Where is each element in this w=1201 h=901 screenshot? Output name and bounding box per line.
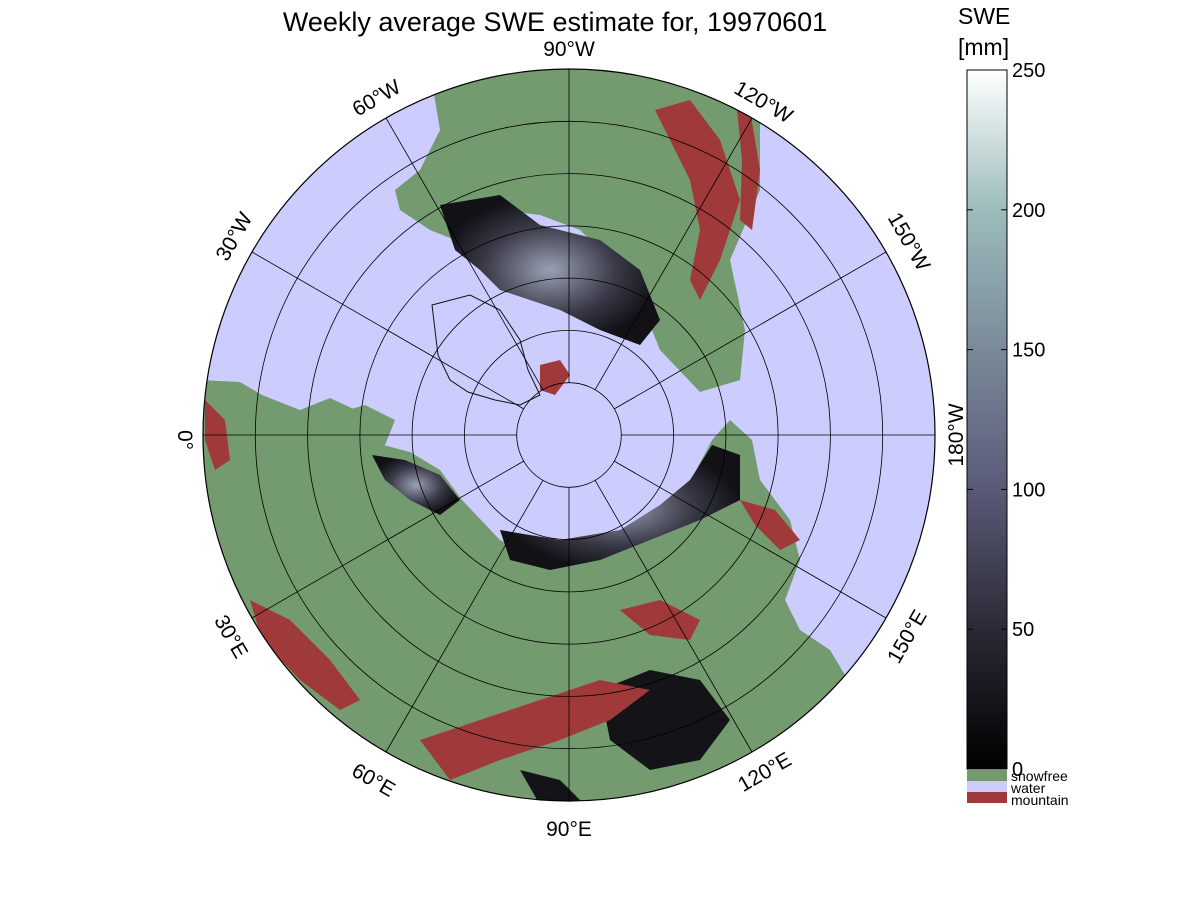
graticule [203, 69, 935, 801]
lon-label-150e: 150°E [883, 606, 932, 667]
chart-title: Weekly average SWE estimate for, 1997060… [283, 7, 827, 37]
mountain-east-asia [740, 500, 800, 550]
lon-label-30e: 30°E [209, 611, 252, 662]
colorbar-tick-label: 200 [1012, 200, 1045, 222]
colorbar-tick-label: 250 [1012, 60, 1045, 82]
meridian-line [614, 251, 887, 410]
lon-label-180w: 180°W [945, 403, 968, 466]
colorbar: SWE [mm] 0 50 100 150 200 250 snowfree water … [958, 3, 1069, 808]
meridian-line [594, 117, 753, 390]
mountain-greenland-tip [540, 360, 570, 395]
snow-canada-north [440, 195, 660, 345]
mountain-rockies [655, 100, 740, 300]
colorbar-unit-line2: [mm] [958, 34, 1009, 60]
polar-map: 90°W 120°W 150°W 180°W 150°E 120°E 90°E … [173, 38, 968, 841]
category-label-mountain: mountain [1011, 792, 1069, 808]
category-label-snowfree: snowfree [1011, 768, 1068, 784]
meridian-line [385, 117, 544, 390]
colorbar-unit-line1: SWE [958, 3, 1010, 29]
mountain-siberia [620, 600, 700, 640]
meridian-line [594, 480, 753, 753]
lon-label-90e: 90°E [546, 818, 592, 841]
category-label-water: water [1010, 780, 1046, 796]
snow-scandinavia [372, 455, 460, 515]
snow-siberia-north [500, 445, 740, 570]
mountain-coast [735, 90, 760, 230]
meridian-line [251, 251, 524, 410]
category-swatch-water [967, 781, 1007, 792]
colorbar-tick-label: 0 [1012, 759, 1023, 781]
mountain-europe [250, 600, 360, 710]
colorbar-tick-label: 100 [1012, 479, 1045, 501]
colorbar-tick-label: 150 [1012, 340, 1045, 362]
snow-asia-small [520, 770, 580, 801]
lon-label-0: 0° [173, 430, 196, 450]
meridian-line [251, 460, 524, 619]
lon-label-90w: 90°W [543, 38, 595, 61]
map-boundary [202, 68, 936, 802]
category-swatch-snowfree [967, 770, 1007, 781]
colorbar-categories: snowfree water mountain [967, 768, 1069, 808]
meridian-line [385, 480, 544, 753]
colorbar-gradient [966, 69, 1008, 770]
colorbar-ticks: 0 50 100 150 200 250 [967, 60, 1045, 781]
lon-label-60e: 60°E [348, 759, 399, 802]
colorbar-tick-label: 50 [1012, 619, 1034, 641]
meridian-line [614, 460, 887, 619]
category-swatch-mountain [967, 792, 1007, 803]
mountain-himalaya [420, 680, 650, 780]
